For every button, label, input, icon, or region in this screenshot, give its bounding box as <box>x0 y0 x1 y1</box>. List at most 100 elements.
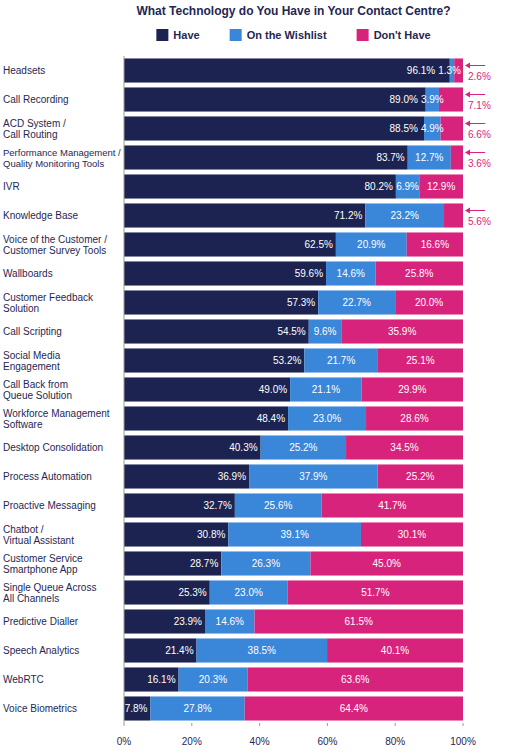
category-label-line: Workforce Management <box>3 408 110 419</box>
data-label: 25.2% <box>289 442 317 453</box>
bar <box>322 493 463 517</box>
bar <box>124 580 210 604</box>
arrow-line <box>468 152 485 153</box>
data-label: 28.6% <box>400 413 428 424</box>
legend-label: On the Wishlist <box>247 29 327 41</box>
bar <box>288 406 366 430</box>
bar <box>124 377 290 401</box>
bar <box>288 580 463 604</box>
category-label: Predictive Dialler <box>3 616 79 627</box>
data-label: 25.6% <box>264 500 292 511</box>
category-label-line: ACD System / <box>3 118 66 129</box>
chart: What Technology do You Have in Your Cont… <box>0 0 510 753</box>
data-label: 21.4% <box>165 645 193 656</box>
category-label-line: Desktop Consolidation <box>3 442 103 453</box>
bar <box>378 464 463 488</box>
category-label-line: Smartphone App <box>3 564 78 575</box>
data-label: 89.0% <box>390 94 418 105</box>
bar <box>376 261 463 285</box>
category-label: Speech Analytics <box>3 645 79 656</box>
bar <box>124 696 150 720</box>
category-label: Call Back fromQueue Solution <box>3 379 72 401</box>
category-label: WebRTC <box>3 674 44 685</box>
category-label-line: Predictive Dialler <box>3 616 79 627</box>
arrow-head <box>465 208 470 214</box>
category-label: Proactive Messaging <box>3 500 96 511</box>
tick-mark <box>191 723 192 726</box>
arrow-head <box>465 63 470 69</box>
category-label-line: IVR <box>3 181 20 192</box>
bar <box>310 551 463 575</box>
category-label-line: WebRTC <box>3 674 44 685</box>
tick-mark <box>395 723 396 726</box>
arrow-head <box>465 150 470 156</box>
data-label: 14.6% <box>337 268 365 279</box>
category-label-line: Proactive Messaging <box>3 500 96 511</box>
bar <box>124 638 197 662</box>
category-label: Customer ServiceSmartphone App <box>3 553 83 575</box>
category-label-line: Customer Feedback <box>3 292 94 303</box>
bar <box>124 522 228 546</box>
category-label: Performance Management /Quality Monitori… <box>3 147 121 169</box>
tick-mark <box>327 723 328 726</box>
data-label: 30.8% <box>197 529 225 540</box>
title: What Technology do You Have in Your Cont… <box>136 4 450 18</box>
bar <box>124 58 450 82</box>
bar <box>346 435 463 459</box>
bar <box>124 87 426 111</box>
data-label: 80.2% <box>365 181 393 192</box>
arrow-line <box>468 123 485 124</box>
category-label-line: Headsets <box>3 65 45 76</box>
data-label: 20.9% <box>357 239 385 250</box>
category-label-line: Voice Biometrics <box>3 703 77 714</box>
data-label: 5.6% <box>468 216 491 227</box>
category-label-line: Call Back from <box>3 379 68 390</box>
bar <box>366 406 463 430</box>
arrow-line <box>468 210 485 211</box>
data-label: 21.7% <box>327 355 355 366</box>
data-label: 59.6% <box>295 268 323 279</box>
bar <box>124 261 326 285</box>
bar <box>261 435 346 459</box>
category-label-line: Queue Solution <box>3 390 72 401</box>
data-label: 61.5% <box>345 616 373 627</box>
data-label: 57.3% <box>287 297 315 308</box>
bar <box>124 551 221 575</box>
bar <box>396 174 419 198</box>
data-label: 28.7% <box>190 558 218 569</box>
bar <box>179 667 248 691</box>
category-label-line: Quality Monitoring Tools <box>3 158 104 169</box>
category-label: IVR <box>3 181 20 192</box>
bar <box>309 319 342 343</box>
bar <box>255 609 463 633</box>
data-label: 40.1% <box>381 645 409 656</box>
data-label: 21.1% <box>312 384 340 395</box>
category-label: ACD System /Call Routing <box>3 118 66 140</box>
bar <box>341 319 463 343</box>
category-label: Call Scripting <box>3 326 62 337</box>
data-label: 16.6% <box>421 239 449 250</box>
bar <box>451 145 463 169</box>
category-label-line: Engagement <box>3 361 60 372</box>
data-label: 45.0% <box>373 558 401 569</box>
data-label: 62.5% <box>305 239 333 250</box>
bar <box>419 174 463 198</box>
data-label: 12.7% <box>415 152 443 163</box>
data-label: 1.3% <box>438 65 461 76</box>
bar <box>197 638 328 662</box>
bar <box>124 406 288 430</box>
arrow-head <box>465 92 470 98</box>
category-label-line: Customer Survey Tools <box>3 245 106 256</box>
category-label: Voice Biometrics <box>3 703 77 714</box>
data-label: 14.6% <box>216 616 244 627</box>
bar <box>124 348 304 372</box>
bar <box>378 348 463 372</box>
bar <box>361 522 463 546</box>
tick-label: 0% <box>117 736 132 747</box>
category-label-line: Software <box>3 419 43 430</box>
bar <box>290 377 362 401</box>
data-label: 3.9% <box>421 94 444 105</box>
bar <box>124 203 365 227</box>
data-label: 2.6% <box>468 71 491 82</box>
legend-label: Have <box>173 29 199 41</box>
